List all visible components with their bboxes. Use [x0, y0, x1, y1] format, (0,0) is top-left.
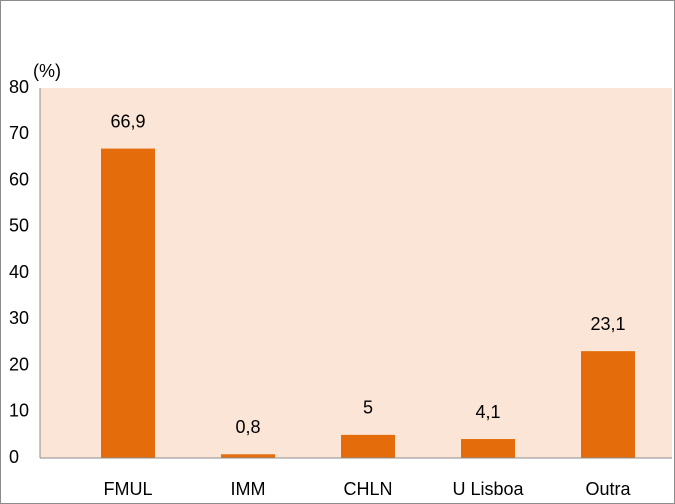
x-tick-label: CHLN [343, 479, 392, 499]
x-tick-label: Outra [585, 479, 631, 499]
bar [101, 148, 155, 458]
y-axis-label: (%) [33, 61, 61, 81]
value-label: 5 [363, 398, 373, 418]
y-tick-label: 10 [9, 401, 29, 421]
y-tick-label: 50 [9, 216, 29, 236]
y-tick-label: 40 [9, 262, 29, 282]
value-label: 23,1 [590, 314, 625, 334]
y-tick-label: 70 [9, 123, 29, 143]
value-label: 66,9 [110, 111, 145, 131]
bar [581, 351, 635, 458]
y-tick-label: 80 [9, 77, 29, 97]
value-label: 4,1 [475, 402, 500, 422]
bar [341, 434, 395, 458]
y-tick-label: 0 [9, 447, 19, 467]
value-label: 0,8 [235, 417, 260, 437]
x-tick-label: FMUL [104, 479, 153, 499]
x-tick-label: U Lisboa [452, 479, 524, 499]
y-tick-label: 20 [9, 354, 29, 374]
y-tick-label: 30 [9, 308, 29, 328]
x-tick-label: IMM [231, 479, 266, 499]
bar [221, 454, 275, 458]
bar [461, 439, 515, 458]
y-tick-label: 60 [9, 169, 29, 189]
